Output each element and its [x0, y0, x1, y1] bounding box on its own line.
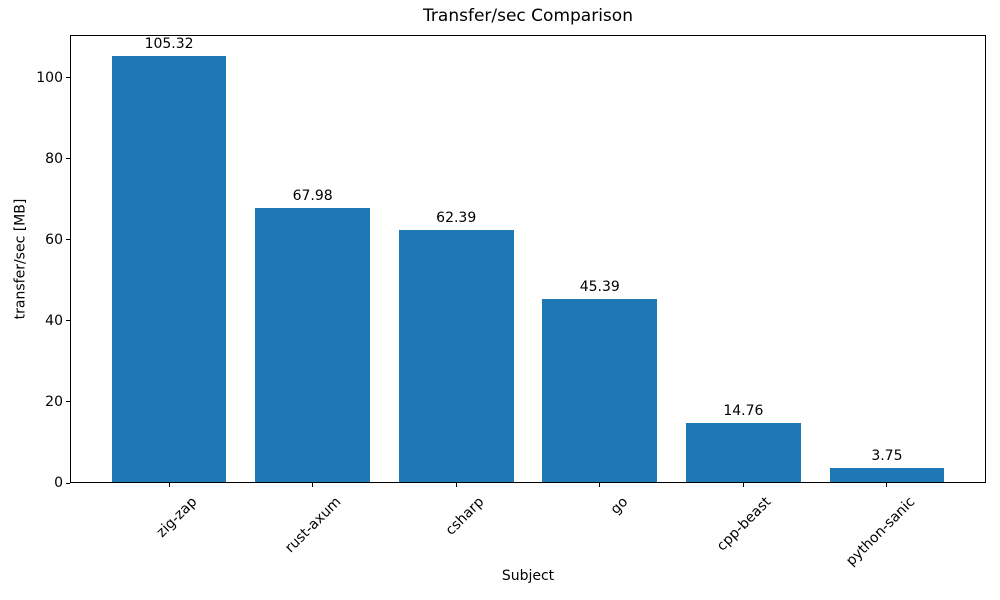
x-tick-mark: [455, 483, 457, 487]
y-tick-label: 100: [36, 69, 63, 86]
x-tick-mark: [312, 483, 314, 487]
y-tick-label: 20: [45, 393, 63, 410]
y-axis-label: transfer/sec [MB]: [12, 198, 29, 320]
bar: [685, 423, 801, 483]
bar: [255, 207, 371, 483]
bar-value-label: 14.76: [723, 403, 764, 420]
y-tick-label: 0: [54, 475, 63, 491]
x-tick-mark: [742, 483, 744, 487]
y-tick-label: 60: [45, 231, 63, 248]
bar: [111, 56, 227, 483]
x-axis-label: Subject: [501, 568, 555, 584]
x-tick-mark: [599, 483, 601, 487]
bar: [542, 299, 658, 483]
bar-value-label: 3.75: [871, 447, 903, 464]
y-tick-mark: [66, 239, 70, 241]
bar-value-label: 45.39: [579, 279, 620, 296]
y-tick-label: 40: [45, 312, 63, 329]
y-tick-mark: [66, 320, 70, 322]
x-tick-mark: [886, 483, 888, 487]
y-tick-mark: [66, 77, 70, 79]
bar-value-label: 67.98: [292, 187, 333, 204]
y-tick-mark: [66, 158, 70, 160]
y-tick-mark: [66, 482, 70, 484]
bar-value-label: 105.32: [144, 36, 194, 53]
bar-value-label: 62.39: [436, 210, 477, 227]
bar: [398, 230, 514, 483]
y-tick-label: 80: [45, 150, 63, 167]
y-tick-mark: [66, 401, 70, 403]
bar: [829, 467, 945, 483]
chart-title: Transfer/sec Comparison: [423, 6, 633, 26]
x-tick-mark: [168, 483, 170, 487]
